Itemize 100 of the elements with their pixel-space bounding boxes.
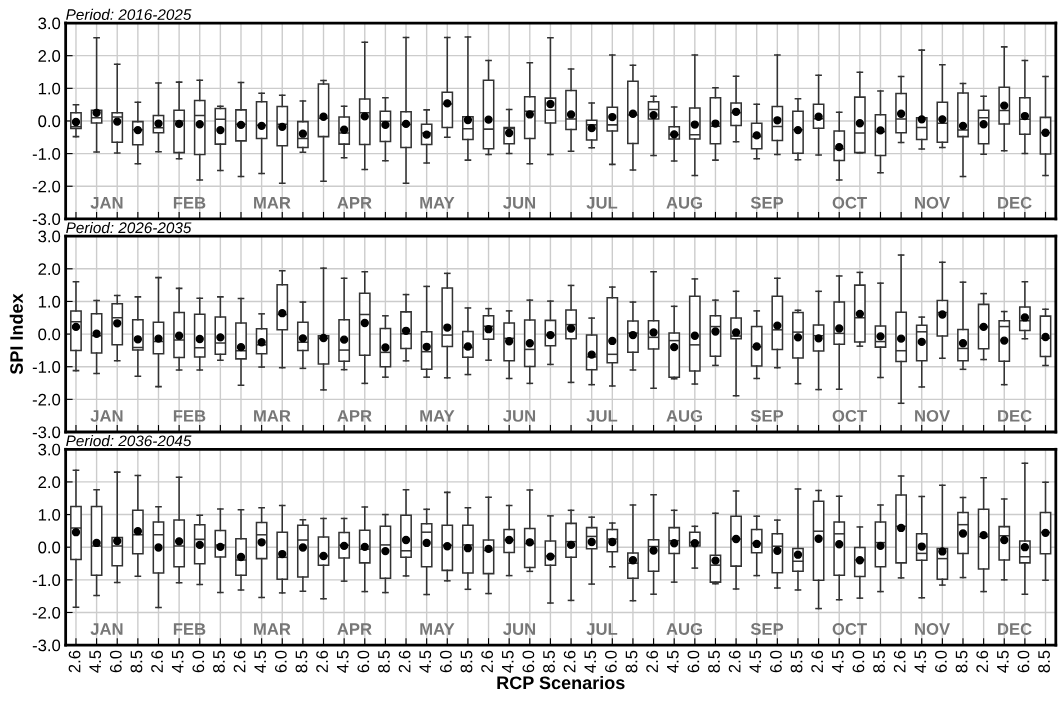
x-tick-label: 8.5 [378,650,390,673]
x-tick-label: 8.5 [543,650,555,673]
annotation: SEP [750,196,784,209]
x-tick-label: 2.6 [976,650,989,673]
x-tick-label: 4.5 [749,650,762,673]
x-tick-label: 4.5 [336,650,349,673]
y-tick-label: -2.0 [32,606,61,619]
x-tick-label: 6.0 [192,650,205,673]
annotation: JAN [90,410,123,422]
x-axis-title: RCP Scenarios [497,675,625,690]
x-tick-label: 4.5 [997,650,1009,673]
annotation: NOV [915,196,950,209]
annotation: MAR [254,623,291,635]
x-tick-label: 4.5 [584,650,597,673]
y-tick-label: -3.0 [32,639,61,652]
y-tick-label: 0.0 [38,328,61,341]
annotation: MAY [420,623,455,635]
x-tick-label: 6.0 [522,650,535,673]
y-tick-label: -3.0 [32,426,61,439]
annotation: NOV [915,409,950,422]
x-tick-label: 4.5 [254,650,267,673]
x-tick-label: 8.5 [625,650,638,673]
x-tick-label: 6.0 [687,650,700,673]
y-tick-label: 2.0 [38,263,61,275]
y-tick-label: 3.0 [38,443,61,456]
x-tick-label: 6.0 [274,650,287,673]
x-tick-label: 4.5 [419,650,432,673]
x-tick-label: 8.5 [790,650,803,673]
x-tick-label: 8.5 [955,650,968,673]
x-tick-label: 8.5 [1038,650,1050,673]
annotation: JUL [586,197,618,209]
y-tick-label: 2.0 [38,476,61,489]
chart-title: Period: 2016-2025 [66,8,192,21]
annotation: JAN [90,197,123,209]
x-tick-label: 8.5 [873,650,885,673]
annotation: OCT [832,196,867,209]
annotation: JAN [90,623,123,635]
annotation: JUN [503,197,536,209]
x-tick-label: 2.6 [646,650,659,673]
x-tick-label: 8.5 [213,650,225,673]
annotation: JUN [503,410,536,422]
annotation: DEC [998,409,1032,422]
y-tick-label: -1.0 [32,148,61,160]
x-tick-label: 6.0 [109,650,122,673]
y-tick-label: 2.0 [38,50,61,62]
x-tick-label: 6.0 [852,650,865,673]
y-tick-label: 1.0 [38,295,61,308]
chart-title: Period: 2026-2035 [66,221,192,234]
annotation: FEB [173,197,206,209]
y-axis-title: SPI Index [9,293,23,375]
y-tick-label: -2.0 [32,393,61,406]
x-tick-label: 6.0 [439,650,452,673]
annotation: OCT [832,623,867,635]
x-tick-label: 2.6 [563,650,576,673]
y-tick-label: 3.0 [38,230,61,243]
x-tick-label: 4.5 [502,650,514,673]
x-tick-label: 6.0 [604,650,617,673]
x-tick-label: 2.6 [893,650,906,673]
annotation: AUG [666,623,702,635]
annotation: JUN [503,623,536,635]
annotation: AUG [666,196,702,209]
x-tick-label: 4.5 [171,650,184,673]
x-tick-label: 4.5 [89,650,102,673]
annotation: NOV [915,623,950,635]
y-tick-label: -2.0 [32,180,61,193]
y-tick-label: 3.0 [38,17,61,30]
annotation: MAY [420,197,455,209]
x-tick-label: 2.6 [151,650,163,673]
x-tick-label: 8.5 [708,650,720,673]
y-tick-label: 1.0 [38,82,61,95]
x-tick-label: 4.5 [832,650,844,673]
x-tick-label: 2.6 [811,650,824,673]
x-tick-label: 6.0 [935,650,947,673]
annotation: SEP [750,623,784,635]
x-tick-label: 8.5 [130,650,143,673]
annotation: JUL [586,410,618,422]
annotation: AUG [666,409,702,422]
x-tick-label: 4.5 [914,650,927,673]
annotation: MAR [254,197,291,209]
x-tick-label: 2.6 [398,650,411,673]
x-tick-label: 2.6 [68,650,81,673]
y-tick-label: 1.0 [38,508,61,521]
annotation: FEB [173,623,206,635]
x-tick-label: 2.6 [481,650,494,673]
x-tick-label: 2.6 [316,650,328,673]
x-tick-label: 8.5 [295,650,308,673]
annotation: APR [337,410,372,422]
annotation: APR [337,623,372,635]
x-tick-label: 6.0 [770,650,782,673]
y-tick-label: -1.0 [32,361,61,373]
y-tick-label: -3.0 [32,213,61,226]
annotation: DEC [998,196,1032,209]
annotation: OCT [832,409,867,422]
x-tick-label: 2.6 [728,650,741,673]
annotation: SEP [750,409,784,422]
annotation: FEB [173,410,206,422]
x-tick-label: 2.6 [233,650,246,673]
annotation: DEC [998,623,1032,635]
annotation: MAR [254,410,291,422]
annotation: JUL [586,623,618,635]
